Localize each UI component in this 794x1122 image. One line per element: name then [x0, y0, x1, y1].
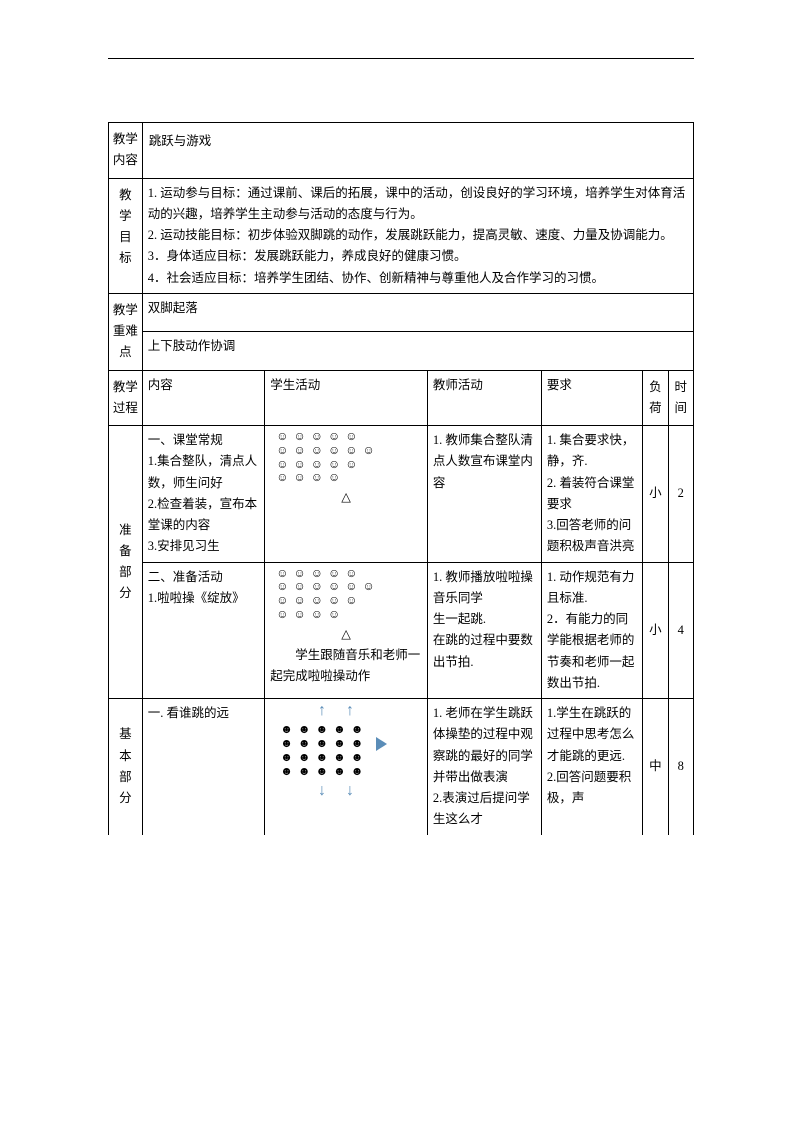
- hdr-load: 负荷: [643, 370, 668, 426]
- page: 教学 内容 跳跃与游戏 教学目标 1. 运动参与目标：通过课前、课后的拓展，课中…: [0, 0, 794, 885]
- label-process: 教学过程: [109, 370, 143, 426]
- label-content-1: 教学: [111, 129, 140, 150]
- label-content: 教学 内容: [109, 123, 143, 179]
- hdr-content: 内容: [142, 370, 264, 426]
- label-basic: 基本部分: [109, 699, 143, 835]
- label-difficulty: 教学重难点: [109, 293, 143, 370]
- prep2-req: 1. 动作规范有力且标准. 2．有能力的同学能根据老师的节奏和老师一起数出节拍.: [541, 562, 642, 699]
- prep2-caption: 学生跟随音乐和老师一起完成啦啦操动作: [270, 645, 422, 688]
- top-rule: [108, 58, 694, 59]
- prep1-time: 2: [668, 426, 693, 563]
- formation-icon: ☺ ☺ ☺ ☺ ☺ ☺ ☺ ☺ ☺ ☺ ☺ ☺ ☺ ☺ ☺ ☺ ☺ ☺ ☺ ☺: [270, 567, 422, 622]
- difficulty-hard: 上下肢动作协调: [142, 332, 693, 370]
- basic1-student: ↑↑ ☻ ☻ ☻ ☻ ☻ ☻ ☻ ☻ ☻ ☻ ☻ ☻ ☻ ☻ ☻ ☻ ☻ ☻ ☻…: [265, 699, 428, 835]
- prep2-load: 小: [643, 562, 668, 699]
- goal-3: 3．身体适应目标：发展跳跃能力，养成良好的健康习惯。: [148, 246, 688, 267]
- prep2-teacher: 1. 教师播放啦啦操音乐同学 生一起跳. 在跳的过程中要数出节拍.: [427, 562, 541, 699]
- prep2-time: 4: [668, 562, 693, 699]
- basic1-load: 中: [643, 699, 668, 835]
- hdr-teacher: 教师活动: [427, 370, 541, 426]
- lesson-plan-table: 教学 内容 跳跃与游戏 教学目标 1. 运动参与目标：通过课前、课后的拓展，课中…: [108, 122, 694, 835]
- goal-1: 1. 运动参与目标：通过课前、课后的拓展，课中的活动，创设良好的学习环境，培养学…: [148, 183, 688, 226]
- lesson-title: 跳跃与游戏: [142, 123, 693, 179]
- prep2-content: 二、准备活动 1.啦啦操《绽放》: [142, 562, 264, 699]
- triangle-right-icon: [376, 737, 387, 751]
- basic1-content: 一. 看谁跳的远: [142, 699, 264, 835]
- label-content-2: 内容: [111, 150, 140, 171]
- basic1-time: 8: [668, 699, 693, 835]
- prep1-load: 小: [643, 426, 668, 563]
- triangle-icon: △: [270, 485, 422, 508]
- formation-icon: ☺ ☺ ☺ ☺ ☺ ☺ ☺ ☺ ☺ ☺ ☺ ☺ ☺ ☺ ☺ ☺ ☺ ☺ ☺ ☺: [270, 430, 422, 485]
- prep2-student: ☺ ☺ ☺ ☺ ☺ ☺ ☺ ☺ ☺ ☺ ☺ ☺ ☺ ☺ ☺ ☺ ☺ ☺ ☺ ☺ …: [265, 562, 428, 699]
- formation-icon: ☻ ☻ ☻ ☻ ☻ ☻ ☻ ☻ ☻ ☻ ☻ ☻ ☻ ☻ ☻ ☻ ☻ ☻ ☻ ☻: [270, 723, 422, 779]
- hdr-req: 要求: [541, 370, 642, 426]
- prep1-teacher: 1. 教师集合整队清点人数宣布课堂内容: [427, 426, 541, 563]
- goals-cell: 1. 运动参与目标：通过课前、课后的拓展，课中的活动，创设良好的学习环境，培养学…: [142, 178, 693, 293]
- triangle-icon: △: [270, 622, 422, 645]
- prep1-student: ☺ ☺ ☺ ☺ ☺ ☺ ☺ ☺ ☺ ☺ ☺ ☺ ☺ ☺ ☺ ☺ ☺ ☺ ☺ ☺ …: [265, 426, 428, 563]
- label-goals: 教学目标: [109, 178, 143, 293]
- label-prep: 准备部分: [109, 426, 143, 699]
- up-arrows-icon: ↑↑: [270, 703, 422, 719]
- prep1-req: 1. 集合要求快，静，齐. 2. 着装符合课堂要求 3.回答老师的问题积极声音洪…: [541, 426, 642, 563]
- hdr-student: 学生活动: [265, 370, 428, 426]
- hdr-time: 时间: [668, 370, 693, 426]
- difficulty-key: 双脚起落: [142, 293, 693, 331]
- down-arrows-icon: ↓↓: [270, 783, 422, 799]
- basic1-req: 1.学生在跳跃的过程中思考怎么才能跳的更远. 2.回答问题要积极，声: [541, 699, 642, 835]
- goal-2: 2. 运动技能目标：初步体验双脚跳的动作，发展跳跃能力，提高灵敏、速度、力量及协…: [148, 225, 688, 246]
- goal-4: 4．社会适应目标：培养学生团结、协作、创新精神与尊重他人及合作学习的习惯。: [148, 268, 688, 289]
- prep1-content: 一、课堂常规 1.集合整队，清点人数，师生问好 2.检查着装，宣布本堂课的内容 …: [142, 426, 264, 563]
- basic1-teacher: 1. 老师在学生跳跃体操垫的过程中观察跳的最好的同学并带出做表演 2.表演过后提…: [427, 699, 541, 835]
